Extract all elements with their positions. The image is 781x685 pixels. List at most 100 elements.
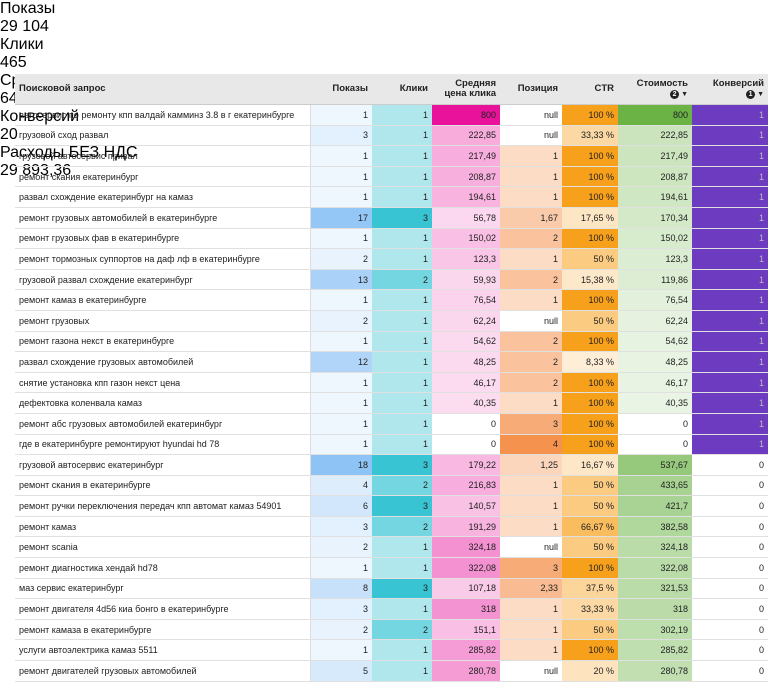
- table-cell: 100 %: [562, 372, 618, 394]
- table-cell: 50 %: [562, 475, 618, 497]
- table-cell: 4: [310, 475, 372, 497]
- table-cell: 1: [310, 331, 372, 353]
- header-label: CTR: [594, 83, 614, 94]
- table-cell: 1: [692, 434, 768, 456]
- column-header[interactable]: Конверсий 1 ▼: [692, 74, 768, 105]
- sort-rank: 1: [746, 89, 756, 99]
- table-cell: 3: [310, 125, 372, 147]
- table-cell: 107,18: [432, 578, 500, 600]
- table-cell: 321,53: [618, 578, 692, 600]
- table-row: ремонт грузовых 2 1 62,24 null 50 % 62,24 1: [15, 310, 768, 332]
- table-cell: 56,78: [432, 207, 500, 229]
- table-cell: 1: [500, 639, 562, 662]
- column-header: Позиция: [500, 74, 562, 105]
- table-cell: 1: [692, 166, 768, 188]
- table-cell: ремонт двигателей грузовых автомобилей: [15, 660, 311, 682]
- table-cell: 217,49: [618, 145, 692, 167]
- table-cell: 48,25: [432, 351, 500, 373]
- table-cell: где в екатеринбурге ремонтируют hyundai …: [15, 434, 311, 456]
- table-cell: 8: [310, 578, 372, 600]
- table-row: ремонт камаза в екатеринбурге 2 2 151,1 1 50 …: [15, 619, 768, 641]
- data-table: Поисковой запрос Показы Клики Средняя цена …: [15, 74, 768, 682]
- table-cell: ремонт абс грузовых автомобилей екатерин…: [15, 413, 311, 435]
- table-cell: 1: [692, 228, 768, 250]
- table-cell: 2: [500, 331, 562, 353]
- table-cell: 1: [310, 392, 372, 414]
- table-cell: 194,61: [432, 186, 500, 208]
- table-cell: 100 %: [562, 331, 618, 353]
- table-cell: 3: [310, 516, 372, 538]
- table-cell: 285,82: [432, 639, 500, 662]
- table-cell: 123,3: [432, 248, 500, 270]
- table-cell: 1: [692, 145, 768, 167]
- table-cell: 76,54: [432, 289, 500, 311]
- table-cell: 170,34: [618, 207, 692, 229]
- table-cell: услуги автоэлектрика камаз 5511: [15, 639, 311, 662]
- table-cell: 1: [500, 516, 562, 538]
- table-cell: 1: [310, 413, 372, 435]
- table-cell: 0: [692, 536, 768, 559]
- table-cell: 1: [692, 310, 768, 332]
- table-row: ремонт двигателя 4d56 киа бонго в екатер…: [15, 598, 768, 620]
- table-cell: 1: [372, 351, 432, 373]
- table-cell: 1: [310, 557, 372, 579]
- table-cell: null: [500, 104, 562, 126]
- table-cell: 2: [372, 269, 432, 291]
- table-cell: 217,49: [432, 145, 500, 167]
- table-cell: развал схождение екатеринбург на камаз: [15, 186, 311, 208]
- table-cell: 1: [310, 289, 372, 311]
- table-cell: 3: [500, 413, 562, 435]
- table-cell: 33,33 %: [562, 125, 618, 147]
- table-cell: 13: [310, 269, 372, 291]
- table-row: ремонт ручки переключения передач кпп ав…: [15, 495, 768, 517]
- table-cell: 421,7: [618, 495, 692, 517]
- table-cell: 1: [372, 392, 432, 414]
- table-row: снятие установка кпп газон некст цена 1 1 4…: [15, 372, 768, 394]
- table-cell: 76,54: [618, 289, 692, 311]
- table-cell: 100 %: [562, 434, 618, 456]
- table-cell: 1: [310, 104, 372, 126]
- table-cell: 2: [310, 536, 372, 559]
- table-cell: 191,29: [432, 516, 500, 538]
- table-cell: 1: [372, 434, 432, 456]
- table-cell: 0: [618, 434, 692, 456]
- table-cell: 208,87: [432, 166, 500, 188]
- table-cell: 100 %: [562, 145, 618, 167]
- table-cell: 1: [372, 186, 432, 208]
- header-label: Клики: [399, 83, 428, 94]
- table-cell: 280,78: [432, 660, 500, 682]
- table-cell: ремонт грузовых автомобилей в екатеринбу…: [15, 207, 311, 229]
- table-cell: 1: [372, 166, 432, 188]
- table-cell: 322,08: [432, 557, 500, 579]
- table-cell: 3: [372, 578, 432, 600]
- table-cell: 216,83: [432, 475, 500, 497]
- table-cell: 123,3: [618, 248, 692, 270]
- table-cell: 3: [372, 495, 432, 517]
- table-cell: 140,57: [432, 495, 500, 517]
- table-cell: 382,58: [618, 516, 692, 538]
- table-cell: 1: [500, 186, 562, 208]
- table-cell: 50 %: [562, 536, 618, 559]
- column-header: Клики: [372, 74, 432, 105]
- table-cell: 179,22: [432, 454, 500, 476]
- table-cell: 1: [500, 248, 562, 270]
- table-row: ремонт абс грузовых автомобилей екатерин…: [15, 413, 768, 435]
- table-cell: 222,85: [618, 125, 692, 147]
- table-cell: 1: [310, 372, 372, 394]
- table-cell: 1: [372, 228, 432, 250]
- table-cell: 1: [500, 392, 562, 414]
- table-cell: 46,17: [432, 372, 500, 394]
- table-cell: 1: [310, 166, 372, 188]
- table-cell: 4: [500, 434, 562, 456]
- table-cell: 1: [310, 145, 372, 167]
- table-cell: 1: [310, 434, 372, 456]
- table-cell: 50 %: [562, 619, 618, 641]
- table-cell: 324,18: [432, 536, 500, 559]
- column-header[interactable]: Стоимость 2 ▼: [618, 74, 692, 105]
- header-label: Поисковой запрос: [19, 83, 106, 94]
- table-cell: 1: [692, 372, 768, 394]
- sort-rank: 2: [670, 89, 680, 99]
- table-cell: 40,35: [618, 392, 692, 414]
- table-cell: 1: [692, 392, 768, 414]
- kpi-label: Показы: [0, 0, 56, 17]
